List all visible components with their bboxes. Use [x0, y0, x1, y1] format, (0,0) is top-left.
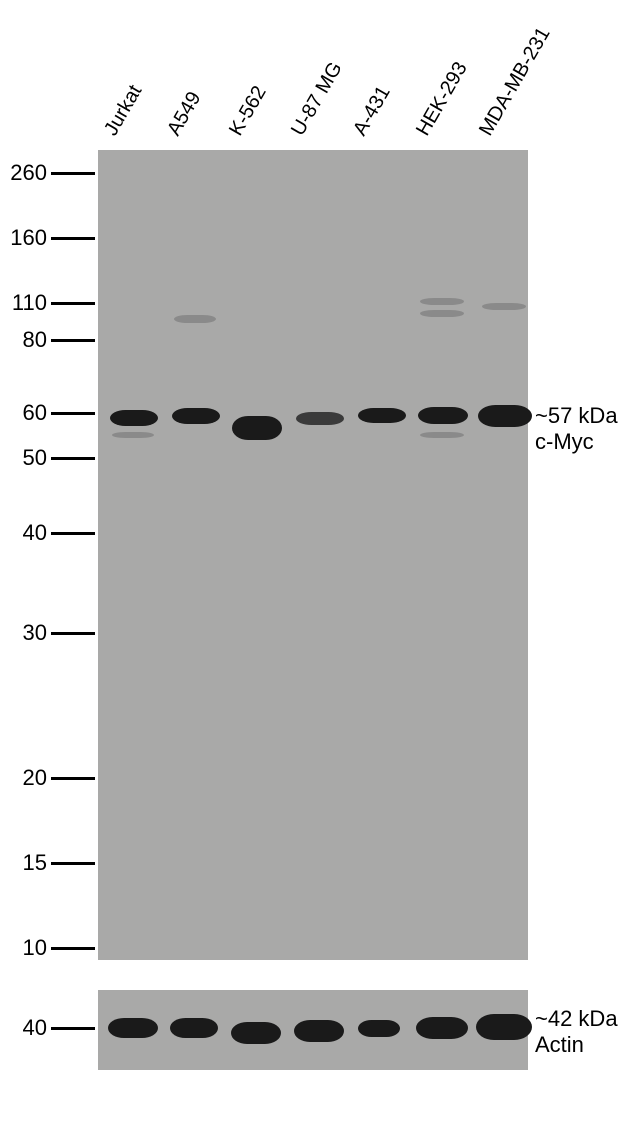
mw-marker-260: 260: [10, 160, 95, 186]
mw-value: 15: [23, 850, 47, 876]
actin-label: ~42 kDa Actin: [535, 1006, 618, 1059]
mw-marker-160: 160: [10, 225, 95, 251]
mw-tick-icon: [51, 1027, 95, 1030]
mw-tick-icon: [51, 532, 95, 535]
faint-band-hek293-a: [420, 298, 464, 305]
main-blot-panel: [98, 150, 528, 960]
mw-value: 40: [23, 1015, 47, 1041]
mw-marker-15: 15: [23, 850, 95, 876]
faint-band-a549: [174, 315, 216, 323]
mw-tick-icon: [51, 302, 95, 305]
lane-label-a431: A-431: [349, 82, 396, 140]
target-label-kda: ~57 kDa: [535, 403, 618, 429]
blot-figure: Jurkat A549 K-562 U-87 MG A-431 HEK-293 …: [0, 0, 635, 1125]
actin-blot-panel: [98, 990, 528, 1070]
actin-band-a431: [358, 1020, 400, 1037]
actin-label-kda: ~42 kDa: [535, 1006, 618, 1032]
lane-labels-group: Jurkat A549 K-562 U-87 MG A-431 HEK-293 …: [105, 20, 535, 140]
mw-marker-10: 10: [23, 935, 95, 961]
actin-label-name: Actin: [535, 1032, 618, 1058]
mw-tick-icon: [51, 339, 95, 342]
mw-marker-40: 40: [23, 520, 95, 546]
actin-mw-marker: 40: [23, 1015, 95, 1041]
cmyc-extra-hek293: [420, 432, 464, 438]
lane-label-a549: A549: [163, 88, 206, 140]
mw-value: 40: [23, 520, 47, 546]
cmyc-band-k562: [232, 416, 282, 440]
mw-tick-icon: [51, 412, 95, 415]
lane-label-k562: K-562: [225, 82, 272, 140]
actin-band-mdamb231: [476, 1014, 532, 1040]
cmyc-band-mdamb231: [478, 405, 532, 427]
mw-tick-icon: [51, 777, 95, 780]
mw-value: 60: [23, 400, 47, 426]
faint-band-hek293-b: [420, 310, 464, 317]
mw-marker-110: 110: [12, 290, 95, 316]
mw-value: 30: [23, 620, 47, 646]
actin-band-a549: [170, 1018, 218, 1038]
mw-tick-icon: [51, 862, 95, 865]
mw-value: 260: [10, 160, 47, 186]
lane-label-jurkat: Jurkat: [100, 81, 147, 140]
mw-marker-60: 60: [23, 400, 95, 426]
cmyc-band-u87mg: [296, 412, 344, 425]
mw-value: 160: [10, 225, 47, 251]
faint-lower-jurkat: [112, 432, 154, 438]
mw-marker-50: 50: [23, 445, 95, 471]
mw-value: 20: [23, 765, 47, 791]
mw-tick-icon: [51, 172, 95, 175]
cmyc-band-a549: [172, 408, 220, 424]
mw-tick-icon: [51, 457, 95, 460]
mw-marker-20: 20: [23, 765, 95, 791]
cmyc-band-jurkat: [110, 410, 158, 426]
mw-marker-30: 30: [23, 620, 95, 646]
lane-label-hek293: HEK-293: [412, 58, 472, 140]
lane-label-mdamb231: MDA-MB-231: [475, 24, 555, 140]
cmyc-band-hek293: [418, 407, 468, 424]
cmyc-band-a431: [358, 408, 406, 423]
target-label: ~57 kDa c-Myc: [535, 403, 618, 456]
actin-band-k562: [231, 1022, 281, 1044]
mw-value: 50: [23, 445, 47, 471]
actin-band-hek293: [416, 1017, 468, 1039]
mw-value: 10: [23, 935, 47, 961]
mw-tick-icon: [51, 947, 95, 950]
mw-tick-icon: [51, 632, 95, 635]
mw-value: 80: [23, 327, 47, 353]
actin-band-u87mg: [294, 1020, 344, 1042]
actin-band-jurkat: [108, 1018, 158, 1038]
target-label-name: c-Myc: [535, 429, 618, 455]
mw-value: 110: [12, 290, 47, 316]
mw-marker-80: 80: [23, 327, 95, 353]
mw-tick-icon: [51, 237, 95, 240]
faint-band-mdamb231: [482, 303, 526, 310]
lane-label-u87mg: U-87 MG: [287, 58, 347, 140]
